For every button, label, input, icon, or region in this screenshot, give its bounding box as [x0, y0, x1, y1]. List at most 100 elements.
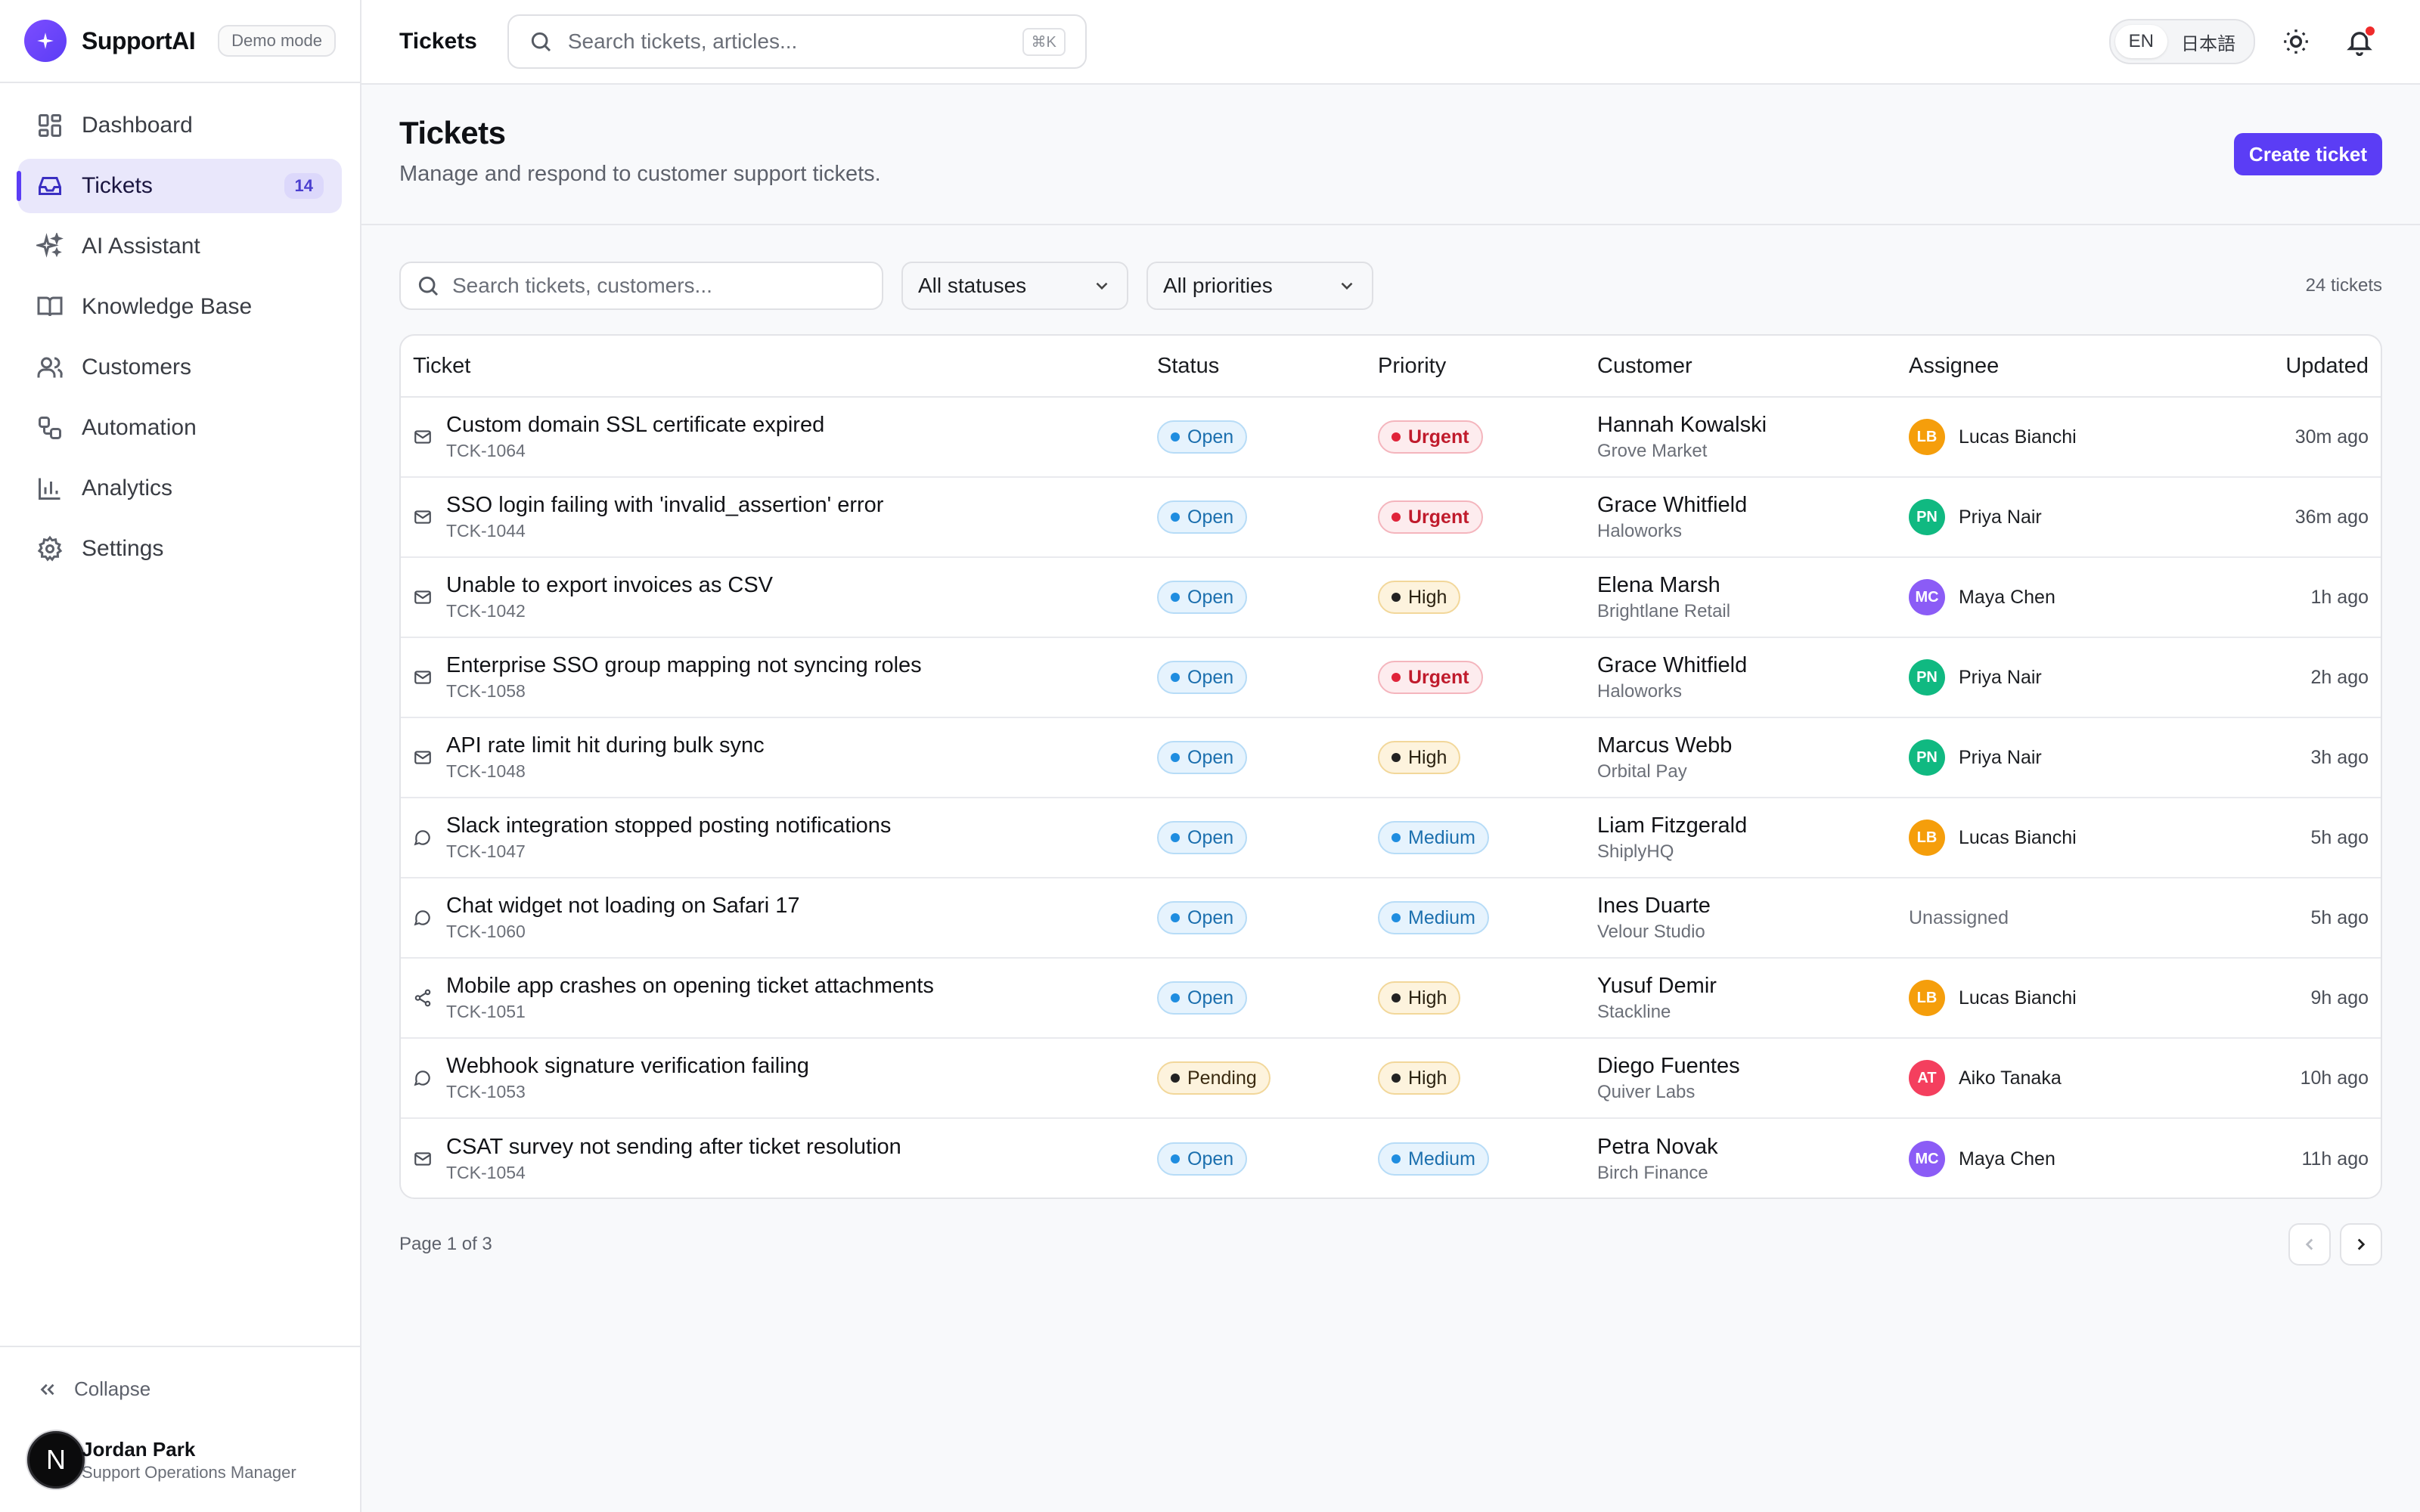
status-badge: Open: [1157, 420, 1248, 454]
global-search-input[interactable]: Search tickets, articles... ⌘K: [507, 14, 1087, 69]
priority-badge: Urgent: [1378, 420, 1483, 454]
status-cell: Open: [1157, 581, 1378, 614]
ticket-title[interactable]: Webhook signature verification failing: [446, 1054, 809, 1078]
sidebar-item-label: Tickets: [82, 173, 153, 198]
table-row[interactable]: Webhook signature verification failing T…: [401, 1039, 2381, 1119]
ticket-id: TCK-1058: [446, 681, 526, 701]
assignee-name: Maya Chen: [1959, 1148, 2055, 1170]
table-row[interactable]: Unable to export invoices as CSV TCK-104…: [401, 558, 2381, 638]
language-en-button[interactable]: EN: [2114, 25, 2167, 58]
ticket-title[interactable]: Slack integration stopped posting notifi…: [446, 813, 892, 838]
language-ja-button[interactable]: 日本語: [2181, 33, 2235, 54]
customer-org: Brightlane Retail: [1597, 600, 1731, 621]
ticket-title[interactable]: Enterprise SSO group mapping not syncing…: [446, 653, 922, 677]
ticket-cell: Unable to export invoices as CSV TCK-104…: [401, 573, 1157, 621]
user-profile[interactable]: N Jordan Park Support Operations Manager: [0, 1401, 360, 1489]
column-header-customer[interactable]: Customer: [1597, 353, 1692, 378]
sidebar-item-label: Knowledge Base: [82, 294, 253, 319]
column-header-updated[interactable]: Updated: [2285, 353, 2369, 378]
priority-badge: Medium: [1378, 821, 1489, 854]
customer-cell: Ines Duarte Velour Studio: [1597, 894, 1909, 943]
status-label: Open: [1187, 506, 1234, 528]
updated-cell: 3h ago: [2272, 747, 2381, 769]
sparkles-icon: [36, 233, 64, 258]
column-header-priority[interactable]: Priority: [1378, 353, 1447, 378]
chat-icon: [414, 830, 430, 846]
priority-label: High: [1408, 586, 1447, 608]
ticket-title[interactable]: API rate limit hit during bulk sync: [446, 733, 765, 758]
status-filter-select[interactable]: All statuses: [901, 262, 1128, 310]
assignee-name: Priya Nair: [1959, 666, 2042, 688]
ticket-title[interactable]: CSAT survey not sending after ticket res…: [446, 1135, 901, 1159]
ticket-title[interactable]: Mobile app crashes on opening ticket att…: [446, 974, 934, 998]
status-cell: Open: [1157, 821, 1378, 854]
table-row[interactable]: Slack integration stopped posting notifi…: [401, 798, 2381, 878]
priority-filter-select[interactable]: All priorities: [1146, 262, 1373, 310]
sidebar-item-customers[interactable]: Customers: [18, 340, 342, 395]
priority-cell: Urgent: [1378, 500, 1597, 534]
table-body: Custom domain SSL certificate expired TC…: [401, 398, 2381, 1198]
table-row[interactable]: Enterprise SSO group mapping not syncing…: [401, 638, 2381, 718]
gear-icon: [37, 535, 63, 562]
sidebar-nav: Dashboard Tickets 14 AI Assistant Knowle…: [0, 83, 360, 597]
previous-page-button[interactable]: [2288, 1223, 2331, 1266]
priority-cell: Medium: [1378, 821, 1597, 854]
next-page-button[interactable]: [2340, 1223, 2382, 1266]
sidebar-item-tickets[interactable]: Tickets 14: [17, 159, 342, 213]
ticket-search-input[interactable]: Search tickets, customers...: [399, 262, 883, 310]
sparkle-logo-icon[interactable]: [24, 20, 67, 62]
customer-name: Yusuf Demir: [1597, 973, 1717, 998]
assignee-unassigned: Unassigned: [1909, 906, 2009, 928]
assignee-name: Lucas Bianchi: [1959, 826, 2077, 848]
sidebar-item-ai-assistant[interactable]: AI Assistant: [18, 219, 342, 274]
priority-badge: High: [1378, 581, 1461, 614]
status-label: Open: [1187, 586, 1234, 608]
updated-cell: 10h ago: [2272, 1067, 2381, 1089]
notifications-button[interactable]: [2337, 19, 2382, 64]
sidebar-item-settings[interactable]: Settings: [18, 522, 342, 576]
sidebar-item-automation[interactable]: Automation: [18, 401, 342, 455]
status-cell: Pending: [1157, 1061, 1378, 1095]
sidebar-item-label: Analytics: [82, 476, 173, 500]
ticket-title[interactable]: Chat widget not loading on Safari 17: [446, 894, 800, 918]
avatar[interactable]: N: [27, 1431, 85, 1489]
collapse-button[interactable]: Collapse: [0, 1347, 360, 1401]
ticket-cell: Enterprise SSO group mapping not syncing…: [401, 653, 1157, 702]
priority-label: Urgent: [1408, 666, 1469, 688]
grid-icon: [39, 114, 61, 137]
column-header-status[interactable]: Status: [1157, 353, 1220, 378]
ticket-title[interactable]: Unable to export invoices as CSV: [446, 573, 773, 597]
table-row[interactable]: Chat widget not loading on Safari 17 TCK…: [401, 878, 2381, 959]
ticket-title[interactable]: SSO login failing with 'invalid_assertio…: [446, 493, 884, 517]
table-row[interactable]: SSO login failing with 'invalid_assertio…: [401, 478, 2381, 558]
table-row[interactable]: Custom domain SSL certificate expired TC…: [401, 398, 2381, 478]
customer-name: Diego Fuentes: [1597, 1053, 1740, 1078]
sidebar-item-knowledge-base[interactable]: Knowledge Base: [18, 280, 342, 334]
status-dot: [1171, 1154, 1180, 1163]
theme-toggle-button[interactable]: [2273, 19, 2319, 64]
chat-icon: [414, 910, 430, 926]
pagination: Page 1 of 3: [399, 1222, 2382, 1267]
ticket-cell: API rate limit hit during bulk sync TCK-…: [401, 733, 1157, 782]
sidebar-item-analytics[interactable]: Analytics: [18, 461, 342, 516]
chevron-down-icon: [1341, 282, 1353, 290]
status-cell: Open: [1157, 901, 1378, 934]
create-ticket-button[interactable]: Create ticket: [2233, 133, 2382, 175]
ticket-cell: Webhook signature verification failing T…: [401, 1054, 1157, 1102]
table-row[interactable]: API rate limit hit during bulk sync TCK-…: [401, 718, 2381, 798]
assignee-avatar: LB: [1909, 419, 1945, 455]
assignee-avatar: PN: [1909, 739, 1945, 776]
customer-name: Petra Novak: [1597, 1134, 1718, 1159]
ticket-title[interactable]: Custom domain SSL certificate expired: [446, 413, 825, 437]
priority-dot: [1392, 1074, 1401, 1083]
sidebar-item-dashboard[interactable]: Dashboard: [18, 98, 342, 153]
ticket-cell: CSAT survey not sending after ticket res…: [401, 1135, 1157, 1183]
column-header-assignee[interactable]: Assignee: [1909, 353, 2000, 378]
assignee-cell: Unassigned: [1909, 907, 2272, 929]
priority-filter-value: All priorities: [1163, 274, 1273, 297]
status-cell: Open: [1157, 420, 1378, 454]
updated-cell: 36m ago: [2272, 507, 2381, 528]
table-row[interactable]: CSAT survey not sending after ticket res…: [401, 1119, 2381, 1198]
column-header-ticket[interactable]: Ticket: [413, 353, 471, 378]
table-row[interactable]: Mobile app crashes on opening ticket att…: [401, 959, 2381, 1039]
